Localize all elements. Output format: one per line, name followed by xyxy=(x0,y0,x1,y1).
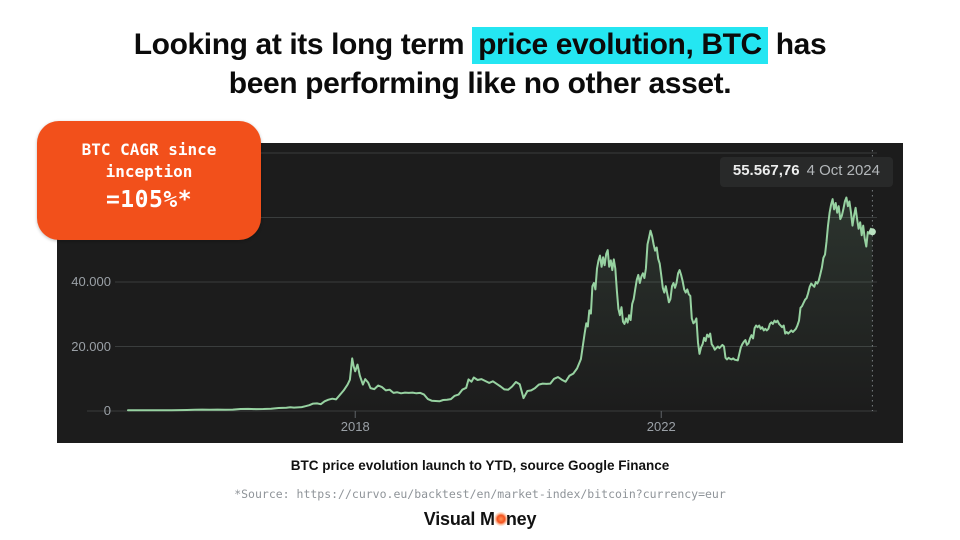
logo-text-1: Visual M xyxy=(423,509,495,529)
current-price-dot xyxy=(868,228,876,236)
title-text-line2: been performing like no other asset. xyxy=(228,67,732,100)
tooltip-price: 55.567,76 xyxy=(732,162,800,179)
visual-money-logo: Visual M ney xyxy=(0,509,960,530)
callout-line-1: BTC CAGR since xyxy=(81,140,217,159)
page-title: Looking at its long term price evolution… xyxy=(0,25,960,103)
title-highlight: price evolution, BTC xyxy=(472,27,768,64)
logo-text-2: ney xyxy=(505,509,537,529)
price-area-fill xyxy=(128,197,873,411)
sun-icon xyxy=(493,512,508,526)
y-axis-label: 0 xyxy=(103,403,111,418)
title-text-1: Looking at its long term xyxy=(133,28,473,61)
callout-line-2: inception xyxy=(105,162,193,181)
x-axis-label: 2022 xyxy=(646,419,676,434)
cagr-callout: BTC CAGR since inception =105%* xyxy=(37,121,261,240)
source-footnote: *Source: https://curvo.eu/backtest/en/ma… xyxy=(234,487,726,501)
price-line xyxy=(127,196,874,412)
current-price-tooltip: 55.567,76 4 Oct 2024 xyxy=(719,157,893,187)
callout-value: =105%* xyxy=(105,187,193,213)
tooltip-date: 4 Oct 2024 xyxy=(806,162,880,179)
y-axis-label: 40.000 xyxy=(71,274,111,289)
y-axis-label: 20.000 xyxy=(71,338,111,354)
x-axis-label: 2018 xyxy=(340,419,370,434)
title-text-2: has xyxy=(767,28,827,61)
x-axis-ticks xyxy=(354,411,662,418)
chart-caption: BTC price evolution launch to YTD, sourc… xyxy=(290,458,670,473)
